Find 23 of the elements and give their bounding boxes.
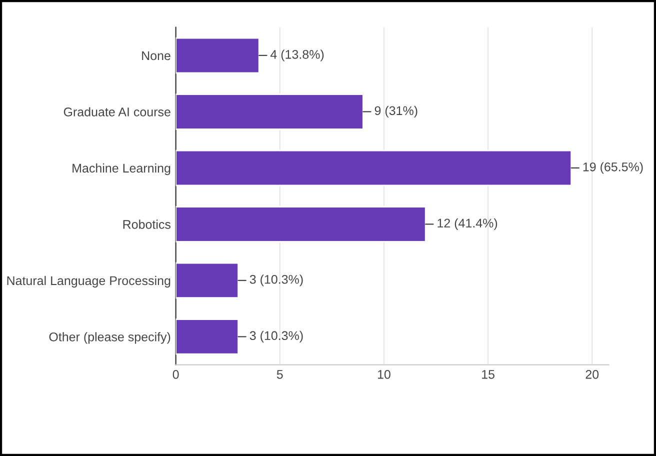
bar xyxy=(176,206,426,242)
x-tick-label: 0 xyxy=(172,370,179,379)
bar xyxy=(176,37,260,74)
data-label: 3 (10.3%) xyxy=(250,330,303,342)
data-label: 19 (65.5%) xyxy=(583,162,643,174)
bar xyxy=(176,262,239,299)
data-label: 12 (41.4%) xyxy=(438,218,498,230)
y-tick-label: Machine Learning xyxy=(72,163,170,176)
data-label: 4 (13.8%) xyxy=(270,50,324,62)
y-tick-label: Other (please specify) xyxy=(49,332,170,344)
y-tick-label: None xyxy=(142,51,170,60)
y-tick-label: Graduate AI course xyxy=(64,107,170,116)
bar xyxy=(176,94,364,130)
x-tick-label: 15 xyxy=(482,370,494,379)
data-label: 9 (31%) xyxy=(374,106,418,118)
y-tick-label: Natural Language Processing xyxy=(7,276,170,288)
bar xyxy=(176,318,239,355)
data-label: 3 (10.3%) xyxy=(250,274,303,286)
y-tick-label: Robotics xyxy=(123,220,170,229)
x-tick-label: 5 xyxy=(276,370,283,379)
x-tick-label: 10 xyxy=(378,370,390,379)
x-tick-label: 20 xyxy=(586,370,599,379)
bar xyxy=(176,150,572,186)
